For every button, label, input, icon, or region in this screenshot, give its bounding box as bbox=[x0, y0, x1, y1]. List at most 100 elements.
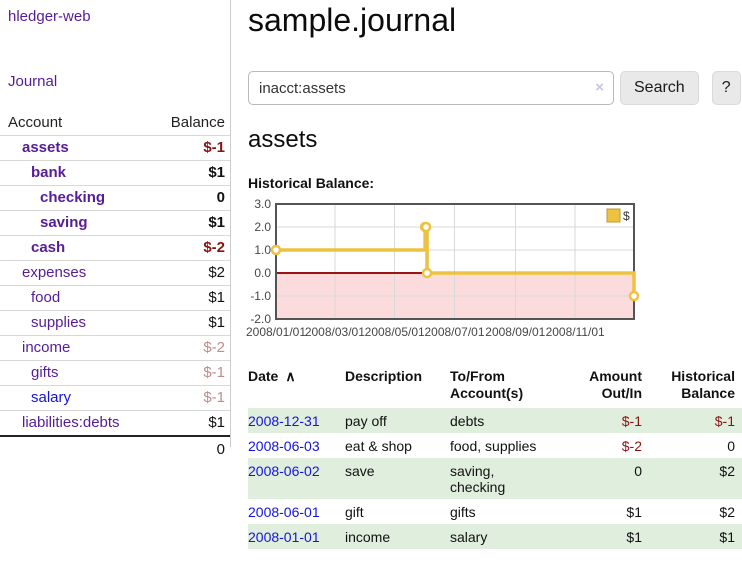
transaction-description: pay off bbox=[345, 413, 387, 429]
svg-text:3.0: 3.0 bbox=[254, 198, 271, 211]
account-link[interactable]: cash bbox=[31, 239, 66, 256]
account-row: checking 0 bbox=[0, 185, 230, 211]
transaction-date-link[interactable]: 2008-01-01 bbox=[248, 529, 320, 545]
transaction-accounts: saving, checking bbox=[450, 463, 506, 495]
account-column-header: Account bbox=[8, 114, 63, 131]
account-balance: $1 bbox=[140, 410, 230, 437]
transaction-description: income bbox=[345, 529, 391, 545]
account-link[interactable]: supplies bbox=[31, 314, 87, 331]
transaction-balance: $2 bbox=[719, 504, 735, 520]
accounts-total-row: 0 bbox=[0, 436, 230, 462]
account-link[interactable]: income bbox=[22, 339, 71, 356]
account-link[interactable]: expenses bbox=[22, 264, 87, 281]
transaction-balance: $2 bbox=[719, 463, 735, 479]
svg-text:2008/01/01: 2008/01/01 bbox=[246, 325, 306, 339]
transaction-description: save bbox=[345, 463, 375, 479]
register-row: 2008-01-01 income salary $1 $1 bbox=[248, 524, 742, 549]
svg-text:0.0: 0.0 bbox=[254, 266, 271, 280]
transaction-date-link[interactable]: 2008-06-01 bbox=[248, 504, 320, 520]
account-balance: $-1 bbox=[140, 135, 230, 161]
account-balance: $1 bbox=[140, 285, 230, 311]
transaction-date-link[interactable]: 2008-06-03 bbox=[248, 438, 320, 454]
register-row: 2008-06-02 save saving, checking 0 $2 bbox=[248, 458, 742, 499]
help-button[interactable]: ? bbox=[711, 71, 741, 105]
clear-search-icon[interactable]: × bbox=[595, 79, 604, 96]
account-row: liabilities:debts $1 bbox=[0, 410, 230, 437]
search-input-wrap: × bbox=[248, 71, 614, 105]
account-heading: assets bbox=[248, 126, 318, 153]
chart-title: Historical Balance: bbox=[248, 175, 375, 191]
transaction-amount: $-2 bbox=[621, 438, 642, 454]
historical-balance-chart[interactable]: $3.0 2.0 1.0 0.0 -1.0 -2.0 2008/01/01 2008/03/0… bbox=[242, 197, 742, 349]
account-link[interactable]: saving bbox=[40, 214, 88, 231]
account-balance: $-2 bbox=[140, 235, 230, 261]
account-link[interactable]: salary bbox=[31, 389, 72, 406]
account-balance: $-1 bbox=[140, 385, 230, 411]
legend-swatch bbox=[606, 208, 621, 223]
svg-text:2008/03/01: 2008/03/01 bbox=[305, 325, 365, 339]
main-content: sample.journal × Search ? assets Histori… bbox=[246, 0, 742, 549]
account-table-body: assets $-1 bank $1 checking 0 saving $1 cash $-2 e… bbox=[0, 135, 230, 463]
register-table-body: 2008-12-31 pay off debts $-1 $-1 2008-06-03 ea… bbox=[248, 408, 742, 549]
transaction-balance: $-1 bbox=[714, 413, 735, 429]
chart-canvas[interactable]: $3.0 2.0 1.0 0.0 -1.0 -2.02008/01/012008/03/0… bbox=[242, 197, 662, 344]
register-row: 2008-12-31 pay off debts $-1 $-1 bbox=[248, 408, 742, 433]
svg-text:1.0: 1.0 bbox=[254, 243, 271, 257]
page-title: sample.journal bbox=[248, 2, 457, 38]
transaction-accounts: food, supplies bbox=[450, 438, 537, 454]
transaction-date-link[interactable]: 2008-06-02 bbox=[248, 463, 320, 479]
search-input[interactable] bbox=[248, 71, 614, 105]
svg-text:-1.0: -1.0 bbox=[250, 289, 271, 303]
balance-column-header-main: Historical Balance bbox=[671, 368, 735, 401]
transaction-accounts: gifts bbox=[450, 504, 476, 520]
account-row: cash $-2 bbox=[0, 235, 230, 261]
transaction-balance: 0 bbox=[727, 438, 735, 454]
search-button[interactable]: Search bbox=[620, 71, 699, 105]
account-link[interactable]: checking bbox=[40, 189, 106, 206]
account-row: food $1 bbox=[0, 285, 230, 311]
account-row: saving $1 bbox=[0, 210, 230, 236]
account-row: bank $1 bbox=[0, 160, 230, 186]
sidebar: hledger-web Journal Account Balance asse… bbox=[0, 0, 231, 458]
transaction-accounts: salary bbox=[450, 529, 488, 545]
transaction-description: gift bbox=[345, 504, 364, 520]
account-balance: 0 bbox=[140, 185, 230, 211]
svg-text:2008/11/01: 2008/11/01 bbox=[546, 325, 605, 339]
sidebar-item-journal[interactable]: Journal bbox=[8, 73, 58, 90]
account-row: income $-2 bbox=[0, 335, 230, 361]
svg-text:2.0: 2.0 bbox=[254, 220, 271, 234]
account-row: supplies $1 bbox=[0, 310, 230, 336]
legend-label: $ bbox=[623, 209, 630, 223]
register-row: 2008-06-01 gift gifts $1 $2 bbox=[248, 499, 742, 524]
amount-column-header: Amount Out/In bbox=[589, 368, 642, 401]
account-row: expenses $2 bbox=[0, 260, 230, 286]
account-link[interactable]: gifts bbox=[31, 364, 59, 381]
sort-asc-icon: ∧ bbox=[285, 368, 296, 384]
account-row: gifts $-1 bbox=[0, 360, 230, 386]
transaction-balance: $1 bbox=[719, 529, 735, 545]
search-form: × Search ? bbox=[248, 71, 742, 105]
account-balance-table: Account Balance assets $-1 bank $1 checking 0… bbox=[0, 111, 230, 462]
svg-text:2008/07/01: 2008/07/01 bbox=[424, 325, 484, 339]
transaction-description: eat & shop bbox=[345, 438, 412, 454]
transaction-amount: $1 bbox=[626, 529, 642, 545]
account-row: assets $-1 bbox=[0, 135, 230, 161]
account-balance: $1 bbox=[140, 210, 230, 236]
description-column-header: Description bbox=[345, 368, 423, 384]
brand-link[interactable]: hledger-web bbox=[8, 8, 91, 25]
svg-text:2008/09/01: 2008/09/01 bbox=[485, 325, 545, 339]
account-balance: $2 bbox=[140, 260, 230, 286]
svg-text:2008/05/01: 2008/05/01 bbox=[365, 325, 425, 339]
account-link[interactable]: food bbox=[31, 289, 61, 306]
account-link[interactable]: bank bbox=[31, 164, 67, 181]
date-column-header[interactable]: Date ∧ bbox=[248, 368, 296, 384]
accounts-total-balance: 0 bbox=[216, 441, 225, 458]
account-link[interactable]: assets bbox=[22, 139, 69, 156]
account-balance: $1 bbox=[140, 310, 230, 336]
transaction-date-link[interactable]: 2008-12-31 bbox=[248, 413, 320, 429]
account-link[interactable]: liabilities:debts bbox=[22, 414, 120, 431]
register-header-row: Date ∧ Description To/From Account(s) Amo… bbox=[248, 366, 742, 408]
account-balance: $-2 bbox=[140, 335, 230, 361]
transaction-amount: 0 bbox=[634, 463, 642, 479]
account-balance: $-1 bbox=[140, 360, 230, 386]
